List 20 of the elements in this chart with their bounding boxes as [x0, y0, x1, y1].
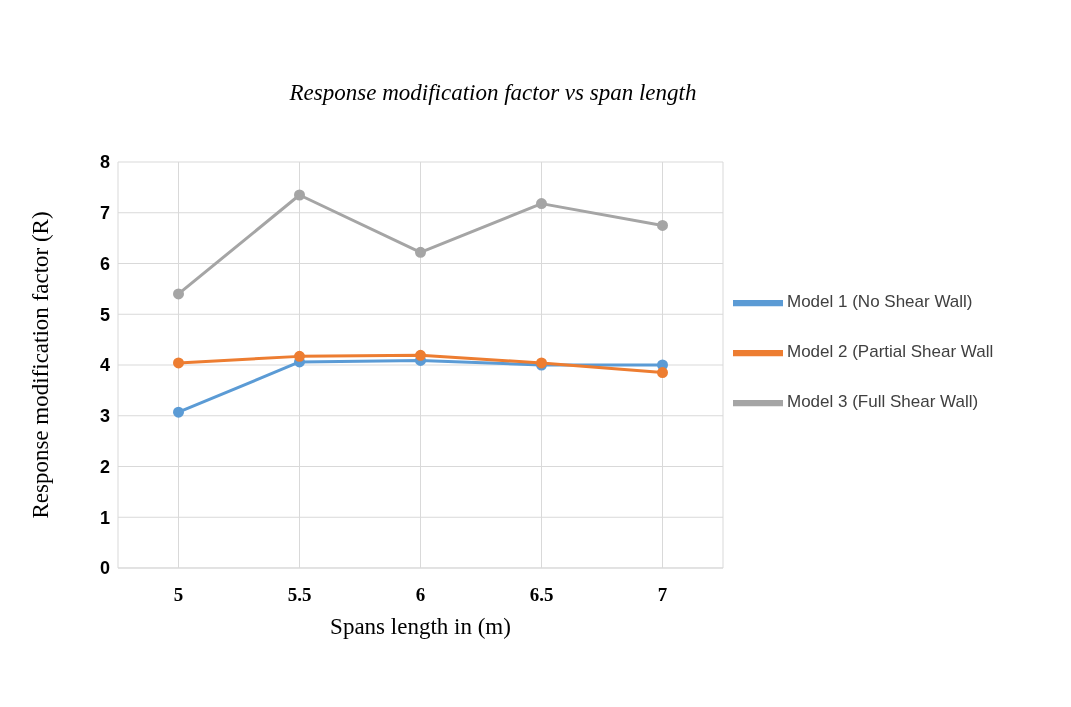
y-tick-label: 8: [99, 152, 110, 173]
x-tick-label: 7: [657, 584, 668, 606]
y-tick-label: 5: [99, 304, 110, 325]
y-tick-label: 4: [99, 355, 110, 376]
x-tick-label: 5: [173, 584, 184, 606]
y-tick-label: 3: [99, 406, 110, 427]
chart-title: Response modification factor vs span length: [288, 80, 698, 106]
x-tick-label: 5.5: [287, 584, 312, 606]
legend-label: Model 1 (No Shear Wall): [787, 292, 973, 312]
x-axis-title: Spans length in (m): [330, 614, 511, 639]
y-axis-title: Response modification factor (R): [28, 211, 54, 519]
y-tick-label: 0: [99, 558, 110, 579]
legend-label: Model 3 (Full Shear Wall): [787, 392, 979, 412]
y-tick-label: 7: [99, 203, 110, 224]
y-tick-label: 1: [99, 507, 110, 528]
legend-label: Model 2 (Partial Shear Wall: [787, 342, 994, 362]
x-tick-label: 6.5: [529, 584, 554, 606]
y-tick-label: 6: [99, 253, 110, 274]
y-tick-label: 2: [99, 456, 110, 477]
x-tick-label: 6: [415, 584, 426, 606]
